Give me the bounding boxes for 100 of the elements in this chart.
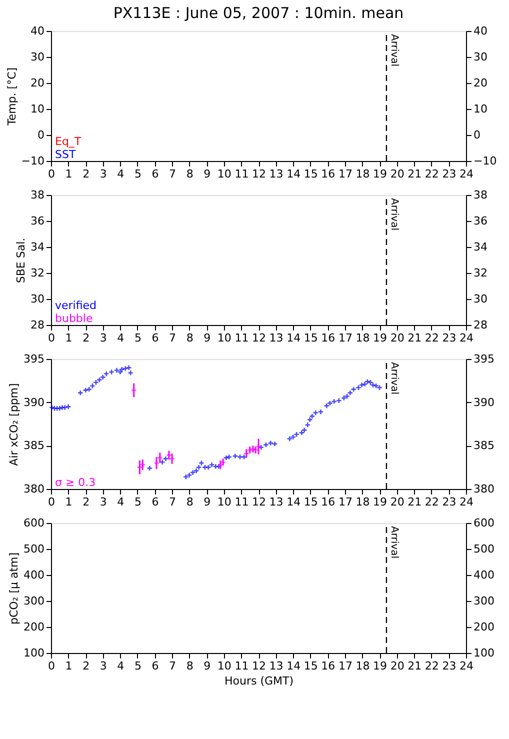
x-tick-label: 9	[204, 496, 211, 508]
x-tick-label: 19	[373, 496, 388, 508]
x-tick-label: 16	[321, 168, 336, 180]
x-tick-label: 23	[442, 332, 456, 344]
x-tick-label: 12	[252, 168, 266, 180]
y-tick-label: 385	[24, 439, 44, 452]
ref-line-label: Arrival	[388, 526, 400, 558]
y2-tick-label: 400	[474, 568, 494, 582]
y-tick-label: 0	[38, 128, 44, 142]
y-tick-label: 600	[24, 516, 44, 530]
x-tick-label: 0	[48, 332, 55, 344]
x-tick-label: 18	[356, 168, 370, 180]
x-tick-label: 7	[169, 332, 176, 344]
x-tick-label: 16	[321, 496, 336, 508]
x-tick-label: 9	[204, 660, 211, 672]
x-tick-label: 4	[117, 660, 124, 672]
x-tick-label: 20	[390, 660, 404, 672]
y2-tick-label: 40	[474, 24, 488, 38]
x-tick-label: 5	[134, 660, 142, 672]
x-tick-label: 11	[234, 168, 249, 180]
y2-tick-label: 32	[474, 266, 488, 280]
x-tick-label: 18	[356, 660, 370, 672]
y2-tick-label: −10	[474, 154, 497, 168]
y-tick-label: 30	[30, 292, 44, 306]
x-tick-label: 2	[82, 332, 90, 344]
x-tick-label: 17	[338, 332, 352, 344]
x-tick-label: 13	[269, 660, 284, 672]
legend-label: SST	[55, 148, 76, 161]
y-axis-title: Temp. [°C]	[5, 67, 18, 127]
x-tick-label: 6	[152, 168, 159, 180]
y2-tick-label: 380	[474, 482, 494, 496]
x-tick-label: 9	[204, 332, 211, 344]
y2-tick-label: 30	[474, 50, 488, 64]
y2-tick-label: 100	[474, 646, 494, 660]
x-tick-label: 12	[252, 496, 266, 508]
x-tick-label: 12	[252, 332, 266, 344]
x-tick-label: 0	[48, 660, 55, 672]
x-tick-label: 6	[152, 496, 159, 508]
y2-tick-label: 395	[474, 352, 494, 366]
x-tick-label: 23	[442, 660, 456, 672]
x-tick-label: 20	[390, 496, 404, 508]
y-tick-label: 20	[30, 76, 44, 90]
x-tick-label: 18	[356, 496, 370, 508]
y2-tick-label: 390	[474, 396, 494, 409]
x-tick-label: 21	[408, 660, 422, 672]
x-tick-label: 3	[100, 496, 107, 508]
x-tick-label: 14	[286, 168, 301, 180]
x-tick-label: 18	[356, 332, 370, 344]
x-tick-label: 2	[82, 496, 90, 508]
y-tick-label: 500	[24, 542, 44, 556]
x-tick-label: 7	[169, 496, 176, 508]
y-tick-label: 28	[30, 318, 44, 332]
x-tick-label: 5	[134, 332, 142, 344]
y-tick-label: 300	[24, 594, 44, 608]
x-tick-label: 11	[234, 496, 249, 508]
y-tick-label: 395	[24, 352, 44, 366]
y-axis-title: pCO₂ [μ atm]	[8, 552, 21, 625]
x-tick-label: 7	[169, 660, 176, 672]
x-tick-label: 1	[65, 496, 72, 508]
x-tick-label: 17	[338, 168, 352, 180]
y2-tick-label: 28	[474, 318, 488, 332]
ref-line-label: Arrival	[388, 198, 400, 230]
x-tick-label: 23	[442, 496, 456, 508]
y2-tick-label: 34	[474, 240, 488, 254]
x-tick-label: 2	[82, 168, 90, 180]
x-tick-label: 21	[408, 496, 422, 508]
x-tick-label: 12	[252, 660, 266, 672]
x-tick-label: 23	[442, 168, 456, 180]
y-tick-label: 10	[30, 102, 44, 116]
x-tick-label: 16	[321, 332, 336, 344]
x-tick-label: 10	[217, 332, 232, 344]
x-tick-label: 21	[408, 168, 422, 180]
y2-tick-label: 10	[474, 102, 488, 116]
x-tick-label: 13	[269, 496, 284, 508]
y2-tick-label: 38	[474, 188, 488, 202]
x-tick-label: 14	[286, 332, 301, 344]
y2-tick-label: 385	[474, 439, 494, 452]
x-tick-label: 17	[338, 660, 352, 672]
y2-tick-label: 36	[474, 214, 488, 228]
y-tick-label: 34	[30, 240, 44, 254]
y-axis-title: Air xCO₂ [ppm]	[8, 383, 21, 466]
y2-tick-label: 0	[474, 128, 480, 142]
x-tick-label: 1	[65, 332, 72, 344]
text: σ ≥ 0.3	[55, 476, 96, 489]
x-tick-label: 10	[217, 496, 232, 508]
x-tick-label: 19	[373, 332, 388, 344]
x-tick-label: 24	[460, 168, 474, 180]
ref-line-label: Arrival	[388, 34, 400, 66]
y2-tick-label: 500	[474, 542, 494, 556]
y2-tick-label: 300	[474, 594, 494, 608]
x-tick-label: 19	[373, 168, 388, 180]
x-tick-label: 14	[286, 496, 301, 508]
legend-label: bubble	[55, 312, 93, 325]
x-tick-label: 20	[390, 332, 404, 344]
x-tick-label: 22	[424, 332, 439, 344]
x-tick-label: 4	[117, 168, 124, 180]
y-tick-label: 400	[24, 568, 44, 582]
x-tick-label: 22	[424, 660, 439, 672]
x-tick-label: 8	[186, 496, 194, 508]
y2-tick-label: 200	[474, 620, 494, 634]
